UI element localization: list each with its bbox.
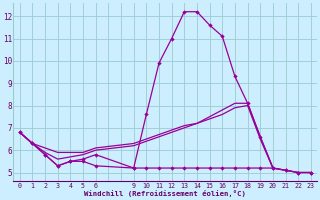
X-axis label: Windchill (Refroidissement éolien,°C): Windchill (Refroidissement éolien,°C) <box>84 190 246 197</box>
